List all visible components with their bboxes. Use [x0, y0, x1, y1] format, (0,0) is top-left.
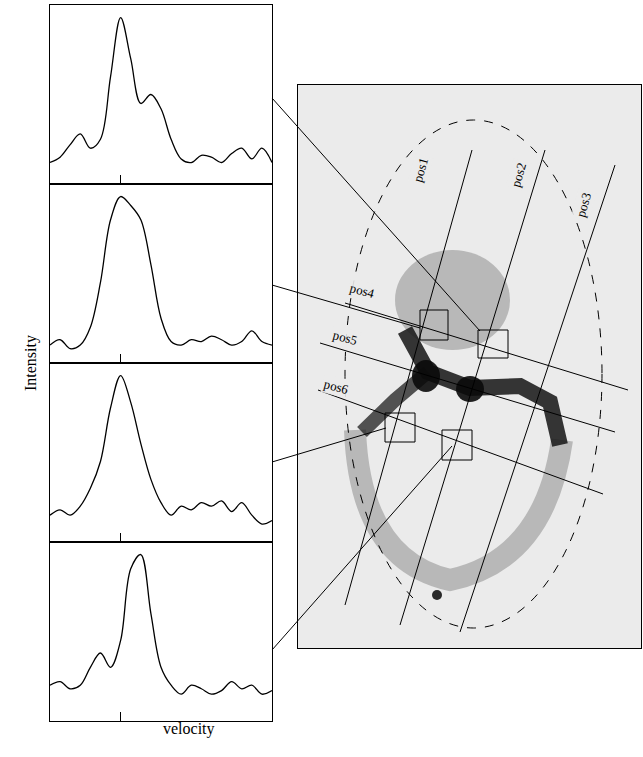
svg-text:Intensity: Intensity	[22, 335, 40, 391]
svg-text:pos1: pos1	[410, 156, 431, 184]
svg-text:pos3: pos3	[573, 191, 594, 219]
svg-text:pos5: pos5	[331, 327, 359, 348]
svg-text:pos2: pos2	[508, 161, 529, 189]
svg-text:pos6: pos6	[322, 376, 350, 397]
svg-text:pos4: pos4	[348, 280, 376, 301]
svg-text:velocity: velocity	[163, 720, 215, 738]
